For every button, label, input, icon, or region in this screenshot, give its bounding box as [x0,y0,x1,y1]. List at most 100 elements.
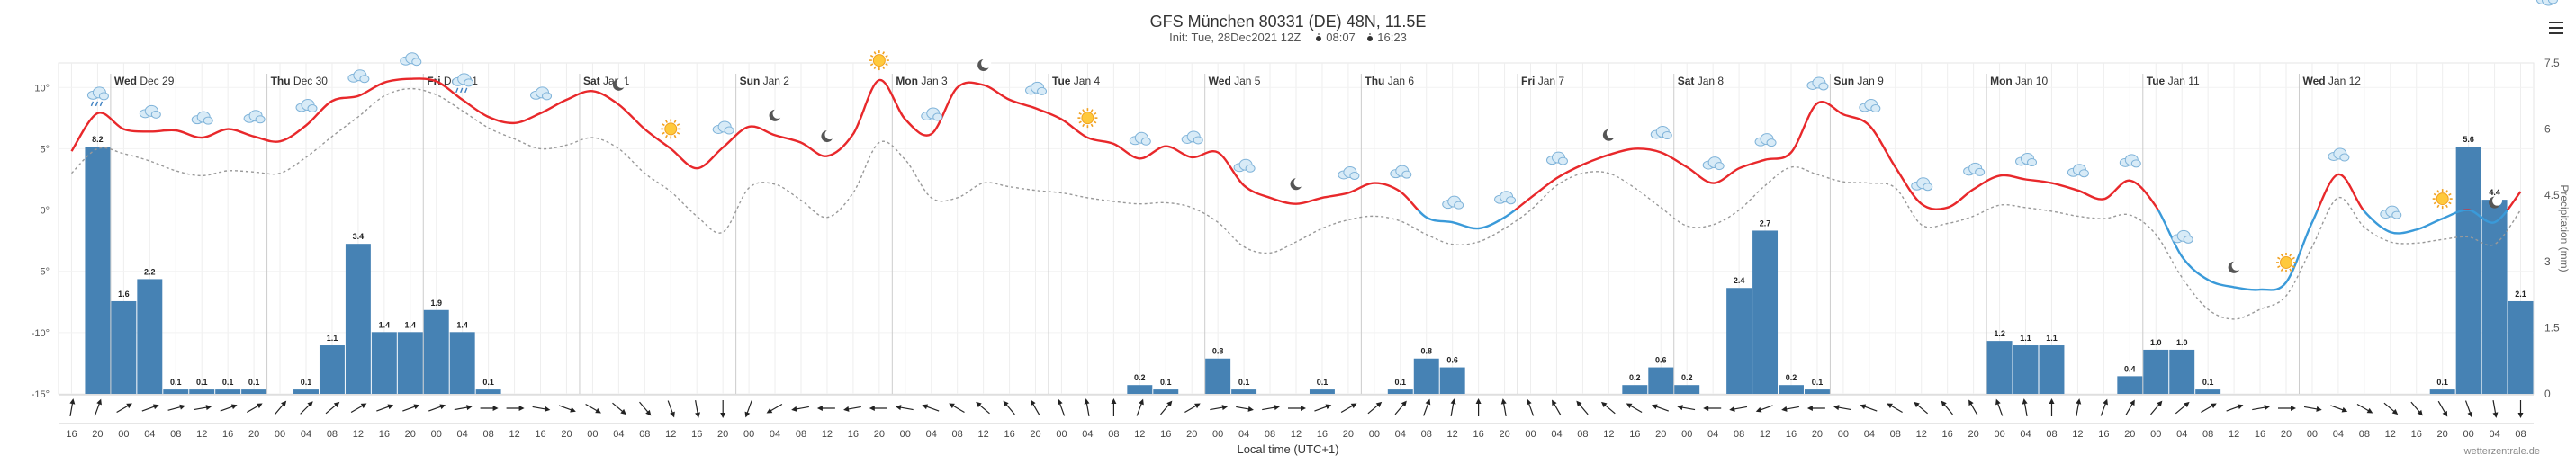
precip-bar [1779,385,1804,394]
wind-arrow-icon [350,403,367,414]
y-tick-label-right: 3 [2544,255,2551,268]
wind-arrow-icon [69,398,76,416]
x-tick-label: 20 [2124,429,2135,440]
wind-arrow-icon [94,398,102,416]
precip-value-label: 2.4 [1734,276,1745,285]
precip-value-label: 0.2 [1629,373,1641,382]
precip-bar [1622,385,1648,394]
x-tick-label: 16 [1629,429,1640,440]
cloud-icon [712,120,734,135]
y-tick-label-left: -15° [32,389,50,400]
x-tick-label: 04 [301,429,311,440]
moon-icon [1290,177,1304,191]
x-tick-label: 16 [2411,429,2422,440]
day-label: Sun Jan 2 [740,75,790,87]
cloud-icon [1338,165,1360,180]
x-tick-label: 16 [1786,429,1797,440]
wind-arrow-icon [141,404,159,412]
sun-icon [869,50,889,71]
precip-bar [1752,230,1779,394]
wind-arrow-icon [612,402,626,415]
wind-arrow-icon [2175,401,2190,415]
x-tick-label: 08 [2202,429,2213,440]
x-tick-label: 16 [1942,429,1953,440]
x-tick-label: 00 [1212,429,1223,440]
precip-bar [137,279,163,394]
x-tick-label: 00 [2150,429,2161,440]
cloud-icon [2380,205,2402,219]
wind-arrow-icon [1600,401,1616,415]
cloud-icon [400,52,422,67]
cloud-icon [1963,162,1986,176]
x-tick-label: 20 [248,429,259,440]
x-tick-label: 04 [1864,429,1875,440]
precip-value-label: 4.4 [2489,188,2500,197]
wind-arrow-icon [1860,404,1878,412]
x-tick-label: 12 [2229,429,2239,440]
x-tick-label: 08 [1265,429,1275,440]
cloud-icon [1806,76,1829,91]
cloud-icon [1181,130,1203,145]
y-tick-label-left: 10° [34,83,50,94]
wind-arrow-icon [1184,403,1201,414]
x-tick-label: 12 [1916,429,1927,440]
wind-arrow-icon [2125,399,2135,416]
y-tick-label-right: 1.5 [2544,321,2560,334]
precip-bar [1648,367,1674,394]
precip-bar [2195,389,2221,394]
precip-value-label: 0.1 [1812,378,1824,387]
x-tick-label: 20 [1030,429,1040,440]
wind-arrow-icon [1003,400,1015,415]
precip-value-label: 0.1 [482,378,494,387]
sunrise-icon [1315,33,1321,41]
precip-value-label: 0.1 [248,378,260,387]
precip-value-label: 0.2 [1681,373,1693,382]
day-label: Tue Jan 4 [1052,75,1100,87]
moon-icon [2228,260,2242,273]
day-label: Fri Jan 7 [1521,75,1564,87]
cloud-icon [1545,151,1568,165]
wind-arrow-icon [247,403,263,414]
precip-value-label: 0.1 [196,378,208,387]
moon-icon [1602,128,1617,141]
chart-title: GFS München 80331 (DE) 48N, 11.5E [1149,13,1427,31]
x-tick-label: 16 [1317,429,1328,440]
wind-arrow-icon [1703,406,1722,411]
precip-value-label: 2.2 [144,267,156,276]
wind-arrow-icon [1887,403,1903,414]
wind-arrow-icon [1367,401,1383,415]
x-tick-label: 08 [952,429,963,440]
x-tick-label: 04 [2489,429,2499,440]
y-tick-label-left: 5° [40,144,50,155]
precip-value-label: 3.4 [353,232,365,241]
wind-arrow-icon [1626,403,1643,414]
x-tick-label: 04 [144,429,155,440]
wind-arrow-icon [1314,404,1332,412]
wind-arrow-icon [639,401,652,416]
x-tick-label: 16 [691,429,702,440]
precip-value-label: 0.1 [1160,378,1172,387]
x-tick-label: 04 [1082,429,1093,440]
precip-bar [111,300,137,394]
wind-arrow-icon [194,405,212,411]
x-tick-label: 04 [1707,429,1718,440]
x-axis-label: Local time (UTC+1) [1237,442,1339,456]
menu-icon[interactable] [2549,22,2563,34]
precip-bar [215,389,241,394]
wind-arrow-icon [1526,398,1535,416]
precip-value-label: 1.4 [456,320,468,329]
day-label: Sat Jan 8 [1678,75,1725,87]
x-tick-label: 12 [509,429,519,440]
precip-value-label: 5.6 [2463,135,2474,144]
x-tick-label: 16 [66,429,77,440]
precip-bar [1205,358,1231,394]
moon-icon [612,77,626,91]
y-tick-label-right: 7.5 [2544,57,2560,69]
precip-bar [345,244,371,394]
x-tick-label: 16 [2255,429,2265,440]
x-tick-label: 00 [431,429,442,440]
precip-bar [1413,358,1439,394]
wind-arrow-icon [1210,405,1229,411]
wind-arrow-icon [2201,403,2217,414]
precip-value-label: 2.1 [2515,290,2526,299]
